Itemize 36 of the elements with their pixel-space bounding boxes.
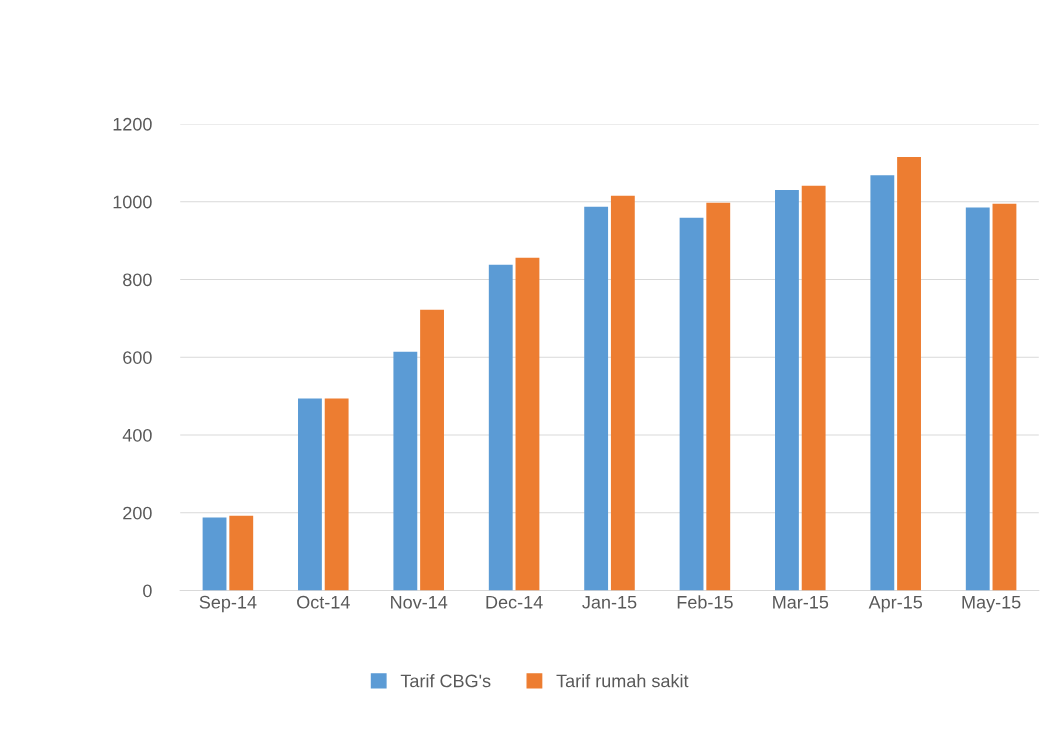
bar	[515, 257, 540, 591]
bar	[202, 517, 227, 591]
bar	[801, 185, 826, 591]
bar	[897, 156, 921, 591]
bar	[298, 398, 322, 591]
x-tick-label: May-15	[962, 596, 1021, 613]
bar	[706, 202, 731, 591]
y-tick-label: 600	[123, 351, 152, 364]
bar	[584, 206, 609, 591]
bar	[488, 264, 513, 591]
x-tick-label: Mar-15	[773, 596, 829, 609]
bar	[775, 190, 799, 591]
bar	[324, 398, 349, 591]
y-tick-label: 1200	[113, 117, 152, 131]
y-tick-label: 0	[143, 584, 152, 598]
legend-label: Tarif CBG's	[400, 674, 491, 688]
bar	[229, 515, 254, 591]
x-tick-label: Nov-14	[391, 596, 448, 609]
x-tick-label: Dec-14	[486, 596, 543, 609]
bar	[965, 207, 990, 591]
bar	[393, 351, 418, 591]
x-tick-label: Feb-15	[677, 595, 733, 609]
bar	[610, 195, 635, 591]
y-tick-label: 800	[123, 273, 152, 287]
bar	[992, 203, 1017, 591]
bar	[870, 175, 895, 591]
y-tick-label: 1000	[113, 195, 152, 209]
x-tick-label: Apr-15	[868, 596, 923, 613]
y-tick-label: 200	[123, 506, 152, 520]
x-tick-label: Oct-14	[297, 595, 350, 609]
x-tick-label: Jan-15	[582, 596, 637, 609]
x-tick-label: Sep-14	[199, 595, 257, 613]
legend-label: Tarif rumah sakit	[556, 674, 689, 688]
bar	[679, 217, 704, 591]
bar	[420, 309, 444, 591]
y-tick-label: 400	[122, 428, 152, 442]
